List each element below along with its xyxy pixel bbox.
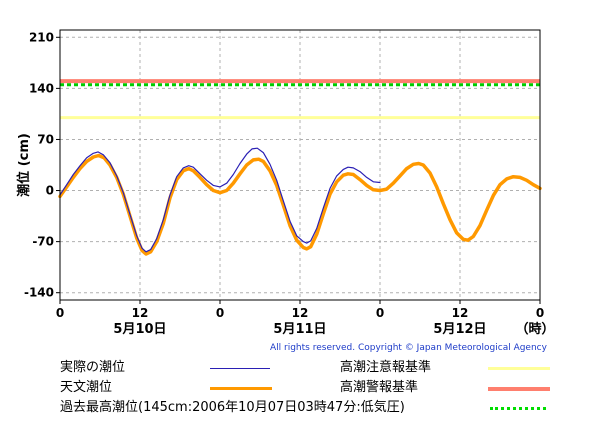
x-tick-label: 12 [132, 306, 149, 320]
x-tick-label: 0 [536, 306, 544, 320]
legend-warning-swatch [488, 387, 550, 391]
x-tick-label: 12 [292, 306, 309, 320]
date-label: 5月11日 [273, 322, 326, 337]
date-label: 5月10日 [113, 322, 166, 337]
legend-actual-swatch [210, 368, 270, 369]
x-tick-label: 0 [216, 306, 224, 320]
actual-tide-line [59, 147, 381, 253]
date-labels: 5月10日 5月11日 5月12日 [113, 322, 486, 337]
grid-lines [59, 30, 541, 300]
y-tick-labels: -140 -70 0 70 140 210 [24, 30, 60, 300]
date-label: 5月12日 [433, 322, 486, 337]
x-tick-label: 12 [452, 306, 469, 320]
copyright-notice: All rights reserved. Copyright © Japan M… [270, 343, 547, 353]
legend-caution-label: 高潮注意報基準 [340, 360, 432, 375]
x-tick-labels: 0 12 0 12 0 12 0 [56, 300, 544, 320]
y-tick-label: 210 [29, 30, 54, 44]
y-tick-label: 140 [29, 81, 54, 95]
y-tick-label: -140 [24, 286, 54, 300]
astronomical-tide-line [58, 153, 542, 256]
y-tick-label: -70 [32, 235, 54, 249]
y-axis-label: 潮位 (cm) [16, 133, 32, 197]
legend-record-swatch [490, 407, 546, 410]
y-tick-label: 70 [37, 132, 54, 146]
legend-caution-swatch [488, 367, 550, 370]
legend-actual-label: 実際の潮位 [60, 360, 126, 375]
reference-lines [60, 79, 540, 120]
series-lines [58, 147, 542, 256]
legend-warning-label: 高潮警報基準 [340, 380, 419, 395]
legend: 実際の潮位 天文潮位 過去最高潮位(145cm:2006年10月07日03時47… [0, 352, 600, 432]
legend-astronomical-label: 天文潮位 [60, 380, 113, 395]
x-tick-label: 0 [56, 306, 64, 320]
y-tick-label: 0 [46, 184, 54, 198]
legend-astronomical-swatch [210, 387, 272, 390]
x-tick-label: 0 [376, 306, 384, 320]
legend-record-label: 過去最高潮位(145cm:2006年10月07日03時47分:低気圧) [60, 400, 405, 415]
x-unit-label: （時） [515, 321, 554, 337]
